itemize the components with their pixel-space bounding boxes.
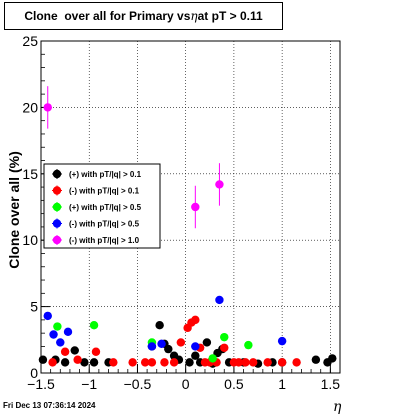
- legend-label: (-) with pT/|q| > 0.1: [69, 187, 140, 196]
- x-axis-label: η: [333, 399, 342, 414]
- data-point: [241, 358, 250, 367]
- x-tick-label: −1: [81, 376, 97, 392]
- data-point: [220, 332, 229, 342]
- chart-title-prefix: Clone over all for Primary vs: [24, 9, 191, 23]
- data-point: [215, 295, 224, 305]
- data-point: [53, 322, 62, 331]
- data-point: [215, 180, 224, 189]
- y-tick-label: 25: [22, 33, 38, 49]
- data-point: [73, 355, 82, 364]
- data-point: [80, 358, 89, 367]
- data-point: [263, 358, 272, 367]
- y-tick-label: 0: [30, 365, 38, 381]
- legend-label: (+) with pT/|q| > 0.1: [69, 170, 142, 179]
- data-point: [164, 344, 173, 354]
- data-point: [277, 358, 287, 367]
- x-tick-label: −1.5: [27, 376, 55, 392]
- data-point: [157, 339, 166, 348]
- y-tick-label: 20: [22, 99, 38, 115]
- data-point: [56, 338, 65, 347]
- legend-label: (-) with pT/|q| > 0.5: [69, 220, 140, 229]
- data-point: [191, 342, 200, 351]
- data-point: [248, 358, 258, 367]
- plot-frame: [40, 40, 341, 374]
- data-point: [89, 320, 99, 330]
- y-tick-label: 15: [22, 166, 38, 182]
- data-points: [38, 86, 337, 368]
- data-point: [140, 358, 150, 367]
- data-point: [277, 336, 287, 346]
- x-tick-label: 0: [182, 376, 190, 392]
- data-point: [109, 358, 118, 367]
- data-point: [185, 358, 194, 367]
- legend-marker: [52, 186, 62, 195]
- legend-box: [43, 163, 161, 249]
- data-point: [244, 340, 253, 350]
- data-point: [191, 202, 200, 212]
- data-point: [147, 358, 157, 367]
- data-point: [220, 343, 229, 352]
- data-point: [191, 315, 200, 325]
- data-point: [128, 358, 137, 367]
- data-point: [48, 358, 57, 367]
- grid: [40, 40, 340, 374]
- chart-title: Clone over all for Primary vs η at pT > …: [4, 2, 283, 30]
- data-point: [91, 347, 101, 356]
- data-point: [49, 330, 58, 339]
- legend-label: (-) with pT/|q| > 1.0: [69, 236, 140, 245]
- data-point: [191, 351, 200, 360]
- data-point: [63, 327, 73, 337]
- data-point: [60, 358, 70, 367]
- data-point: [311, 355, 321, 364]
- data-point: [60, 347, 70, 356]
- chart-title-eta: η: [190, 9, 198, 23]
- legend-marker: [52, 169, 62, 179]
- x-tick-label: −0.5: [124, 376, 152, 392]
- data-point: [292, 358, 301, 367]
- data-point: [147, 342, 157, 351]
- data-point: [160, 358, 169, 367]
- x-tick-label: 1: [278, 376, 286, 392]
- x-tick-label: 0.5: [224, 376, 244, 392]
- data-point: [89, 358, 99, 367]
- legend-label: (+) with pT/|q| > 0.5: [69, 203, 142, 212]
- timestamp: Fri Dec 13 07:36:14 2024: [3, 401, 96, 410]
- data-point: [176, 338, 186, 347]
- data-point: [155, 320, 164, 330]
- x-tick-label: 1.5: [321, 376, 341, 392]
- legend-marker: [52, 202, 62, 212]
- data-point: [43, 103, 52, 112]
- data-point: [202, 338, 212, 347]
- chart-title-suffix: at pT > 0.11: [197, 9, 263, 23]
- legend-marker: [52, 235, 62, 245]
- y-tick-label: 10: [22, 232, 38, 248]
- legend-marker: [52, 219, 62, 228]
- data-point: [208, 354, 217, 363]
- data-point: [234, 358, 243, 367]
- data-point: [169, 358, 179, 367]
- legend: (+) with pT/|q| > 0.1 (-) with pT/|q| > 0…: [43, 163, 161, 249]
- y-axis-label: Clone over all (%): [6, 151, 22, 268]
- data-point: [70, 346, 79, 355]
- axes: −1.5 −1 −0.5 0 0.5 1 1.5 0 5 10 15 20 25: [22, 33, 341, 392]
- data-point: [38, 355, 48, 364]
- data-point: [328, 354, 337, 363]
- y-tick-label: 5: [30, 299, 38, 315]
- data-point: [43, 311, 52, 321]
